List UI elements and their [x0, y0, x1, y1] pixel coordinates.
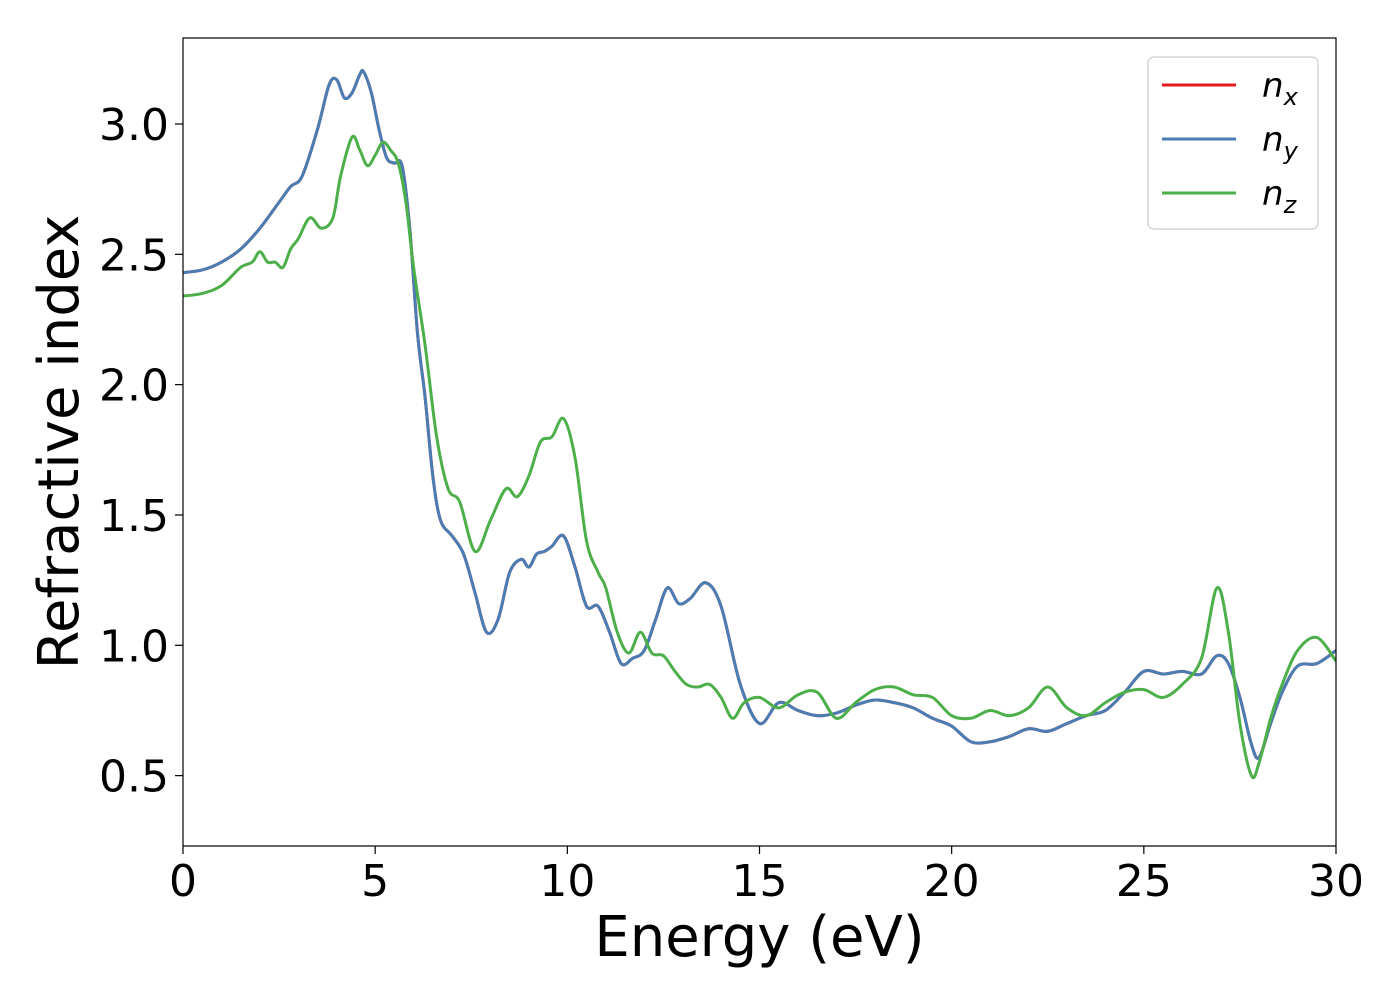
x-tick-label: 5	[361, 856, 389, 907]
y-axis-label: Refractive index	[27, 215, 92, 670]
y-tick-label: 0.5	[99, 752, 169, 803]
y-tick-label: 1.0	[99, 621, 169, 672]
x-tick-label: 0	[169, 856, 197, 907]
x-tick-label: 30	[1308, 856, 1364, 907]
x-tick-label: 10	[539, 856, 595, 907]
x-axis-label: Energy (eV)	[594, 905, 924, 970]
y-tick-label: 2.5	[99, 230, 169, 281]
legend-box	[1147, 56, 1319, 230]
x-tick-label: 25	[1116, 856, 1172, 907]
y-tick-label: 1.5	[99, 491, 169, 542]
x-axis-ticks: 0 5 10 15 20 25 30	[169, 846, 1364, 907]
y-tick-label: 3.0	[99, 100, 169, 151]
y-tick-label: 2.0	[99, 361, 169, 412]
series-line-z	[183, 134, 1336, 780]
x-tick-label: 20	[924, 856, 980, 907]
x-tick-label: 15	[732, 856, 788, 907]
y-axis-ticks: 0.5 1.0 1.5 2.0 2.5 3.0	[99, 100, 183, 803]
series-layer	[183, 68, 1336, 780]
plot-area	[182, 37, 1337, 847]
